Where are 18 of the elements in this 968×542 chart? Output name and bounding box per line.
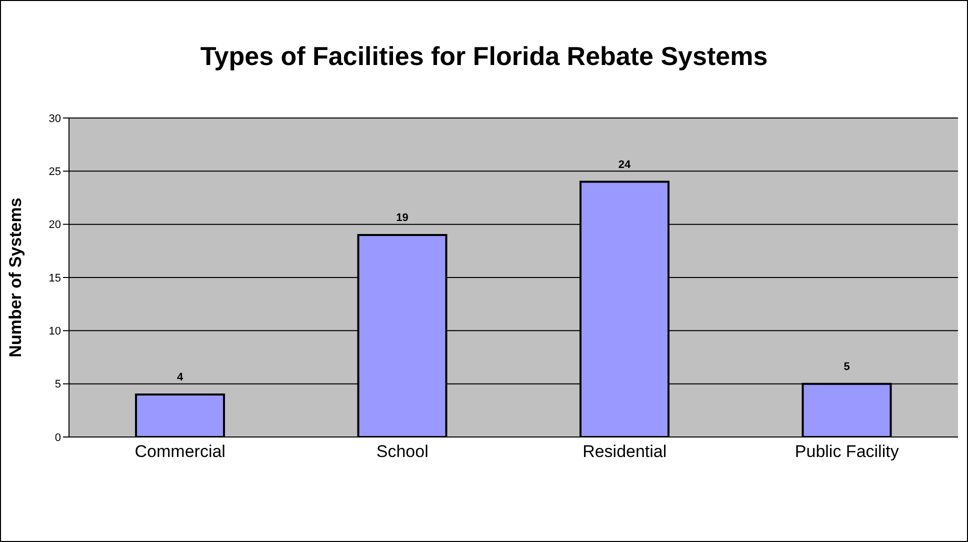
y-tick-label: 10 (48, 326, 61, 338)
data-label: 24 (618, 158, 632, 171)
y-tick-label: 30 (48, 112, 61, 125)
y-tick-label: 5 (54, 378, 61, 391)
y-tick-label: 25 (48, 166, 61, 178)
x-tick-label: Residential (582, 442, 667, 462)
x-tick-label: Commercial (134, 442, 226, 462)
x-tick-label: Public Facility (794, 442, 900, 462)
data-label: 5 (844, 360, 850, 373)
y-axis-title: Number of Systems (6, 198, 26, 358)
y-tick-label: 20 (48, 219, 61, 232)
data-label: 4 (176, 371, 184, 384)
data-label: 19 (396, 212, 408, 224)
y-tick-label: 0 (54, 432, 61, 444)
x-tick-label: School (376, 442, 428, 462)
bar (135, 393, 225, 437)
chart-title: Types of Facilities for Florida Rebate Systems (199, 41, 769, 72)
y-tick-label: 15 (48, 272, 61, 284)
